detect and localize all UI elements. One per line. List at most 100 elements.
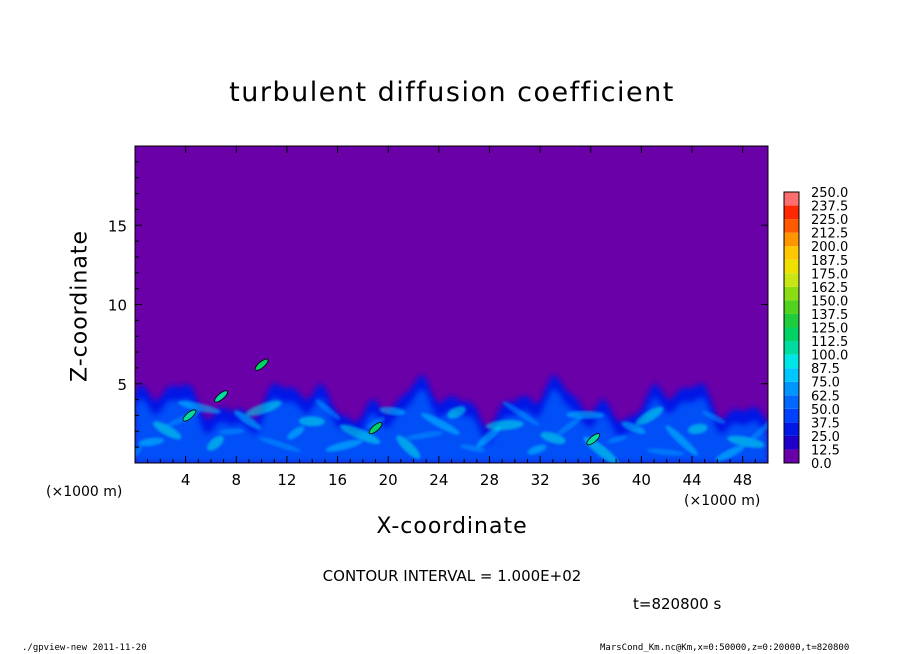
eddy xyxy=(405,431,444,440)
colorbar-swatch xyxy=(784,246,799,260)
eddy xyxy=(540,431,566,445)
colorbar-swatch xyxy=(784,286,799,301)
footer-right: MarsCond_Km.nc@Km,x=0:50000,z=0:20000,t=… xyxy=(600,643,850,653)
colorbar-swatch xyxy=(784,205,799,220)
eddy xyxy=(665,425,698,456)
eddy xyxy=(234,410,261,430)
colorbar-label: 100.0 xyxy=(811,349,848,364)
chart-title: turbulent diffusion coefficient xyxy=(229,77,675,108)
eddy xyxy=(325,439,363,452)
eddy xyxy=(207,435,224,451)
x-tick-label: 44 xyxy=(682,471,701,489)
colorbar-swatch xyxy=(784,354,799,369)
eddy xyxy=(635,406,664,426)
eddy xyxy=(607,435,628,444)
eddy xyxy=(485,419,524,431)
colorbar-label: 237.5 xyxy=(811,200,848,215)
colorbar-label: 0.0 xyxy=(811,457,832,472)
eddy xyxy=(177,400,221,414)
colorbar-label: 137.5 xyxy=(811,308,848,323)
eddy xyxy=(339,424,381,444)
eddy xyxy=(138,437,164,447)
colorbar-label: 225.0 xyxy=(811,213,848,228)
colorbar-label: 212.5 xyxy=(811,227,848,242)
eddy xyxy=(745,415,768,446)
x-axis-unit: (×1000 m) xyxy=(684,493,761,509)
turbulent-layer-mid xyxy=(135,388,768,463)
contour-interval: CONTOUR INTERVAL = 1.000E+02 xyxy=(322,567,582,585)
colorbar-swatch xyxy=(784,259,799,274)
colorbar-label: 75.0 xyxy=(811,376,840,391)
colorbar-label: 62.5 xyxy=(811,389,840,404)
colorbar-label: 25.0 xyxy=(811,430,840,445)
colorbar-label: 50.0 xyxy=(811,403,840,418)
contour-feature-4 xyxy=(368,422,383,435)
eddy xyxy=(135,446,143,461)
eddy xyxy=(646,448,685,456)
eddy xyxy=(459,444,486,453)
x-tick-label: 16 xyxy=(328,471,347,489)
eddy xyxy=(258,437,301,452)
colorbar-swatch xyxy=(784,273,799,287)
y-tick-label: 5 xyxy=(117,376,127,394)
eddy xyxy=(315,399,341,421)
colorbar-label: 37.5 xyxy=(811,416,840,431)
colorbar-label: 112.5 xyxy=(811,335,848,350)
x-tick-label: 12 xyxy=(277,471,296,489)
footer-left: ./gpview-new 2011-11-20 xyxy=(22,643,147,653)
colorbar-swatch xyxy=(784,219,799,233)
eddy xyxy=(379,406,406,416)
colorbar-swatch xyxy=(784,232,799,247)
colorbar-swatch xyxy=(784,435,799,450)
contour-feature-5 xyxy=(586,433,601,446)
colorbar-swatch xyxy=(784,381,799,396)
colorbar-label: 87.5 xyxy=(811,362,840,377)
colorbar: 0.012.525.037.550.062.575.087.5100.0112.… xyxy=(783,186,848,472)
colorbar-swatch xyxy=(784,368,799,382)
colorbar-label: 187.5 xyxy=(811,254,848,269)
colorbar-label: 250.0 xyxy=(811,186,848,201)
colorbar-swatch xyxy=(784,313,799,328)
y-tick-label: 10 xyxy=(108,297,127,315)
eddy xyxy=(687,423,708,435)
contour-feature-1 xyxy=(254,358,269,371)
eddy xyxy=(502,401,540,426)
x-axis-label: X-coordinate xyxy=(376,514,528,539)
eddy xyxy=(447,406,466,419)
time-label: t=820800 s xyxy=(633,595,722,613)
eddy xyxy=(152,421,182,440)
eddy xyxy=(396,435,421,459)
y-tick-label: 15 xyxy=(108,217,127,235)
colorbar-swatch xyxy=(784,395,799,409)
eddy xyxy=(218,428,245,435)
colorbar-swatch xyxy=(784,449,799,463)
colorbar-label: 200.0 xyxy=(811,240,848,255)
colorbar-swatch xyxy=(784,300,799,314)
eddy xyxy=(727,435,765,448)
x-ticks: 4 8 12 16 20 24 28 32 36 40 44 48 xyxy=(147,146,756,489)
eddy xyxy=(527,444,547,455)
eddy xyxy=(245,400,282,417)
eddy xyxy=(715,445,745,462)
eddy xyxy=(367,416,385,429)
colorbar-label: 125.0 xyxy=(811,322,848,337)
eddy xyxy=(566,410,605,419)
y-axis-label: Z-coordinate xyxy=(67,230,93,382)
eddy xyxy=(420,412,461,435)
x-tick-label: 48 xyxy=(733,471,752,489)
contour-feature-3 xyxy=(214,390,228,403)
eddy xyxy=(298,416,325,427)
x-tick-label: 28 xyxy=(480,471,499,489)
colorbar-label: 162.5 xyxy=(811,281,848,296)
colorbar-swatch xyxy=(784,327,799,342)
eddy xyxy=(476,425,502,448)
y-axis-unit: (×1000 m) xyxy=(46,484,123,500)
x-tick-label: 24 xyxy=(429,471,448,489)
x-tick-label: 8 xyxy=(232,471,242,489)
colorbar-frame xyxy=(783,191,800,464)
colorbar-swatch xyxy=(784,192,799,206)
eddy xyxy=(702,410,726,424)
x-tick-label: 4 xyxy=(181,471,191,489)
